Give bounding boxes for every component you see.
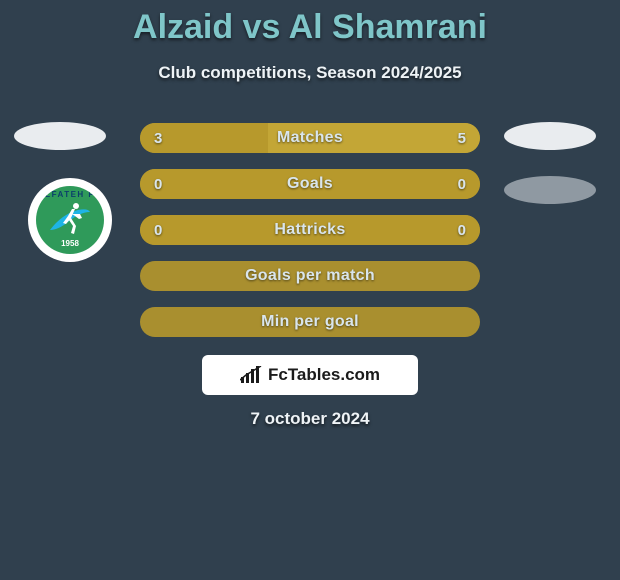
generation-date: 7 october 2024 bbox=[0, 409, 620, 429]
branding-text: FcTables.com bbox=[268, 365, 380, 385]
page-title: Alzaid vs Al Shamrani bbox=[0, 8, 620, 47]
club-badge-year: 1958 bbox=[36, 239, 104, 248]
player2-avatar-placeholder bbox=[504, 122, 596, 150]
bar-chart-icon bbox=[240, 366, 262, 384]
player1-club-badge: ALFATEH FC 1958 bbox=[28, 178, 112, 262]
club-badge-runner-icon bbox=[48, 200, 92, 240]
stat-label: Goals bbox=[140, 169, 480, 199]
stat-label: Hattricks bbox=[140, 215, 480, 245]
subtitle: Club competitions, Season 2024/2025 bbox=[0, 63, 620, 83]
player1-avatar-placeholder bbox=[14, 122, 106, 150]
player2-club-placeholder bbox=[504, 176, 596, 204]
club-badge-name: ALFATEH FC bbox=[36, 190, 104, 199]
branding-badge: FcTables.com bbox=[202, 355, 418, 395]
stat-bar: Goals per match bbox=[140, 261, 480, 291]
stat-bar: 00Goals bbox=[140, 169, 480, 199]
stat-bar: 00Hattricks bbox=[140, 215, 480, 245]
stat-bars: 35Matches 00Goals 00Hattricks Goals per mat… bbox=[140, 123, 480, 353]
stat-label: Matches bbox=[140, 123, 480, 153]
stat-bar: 35Matches bbox=[140, 123, 480, 153]
stat-bar: Min per goal bbox=[140, 307, 480, 337]
stat-label: Goals per match bbox=[140, 261, 480, 291]
stat-label: Min per goal bbox=[140, 307, 480, 337]
